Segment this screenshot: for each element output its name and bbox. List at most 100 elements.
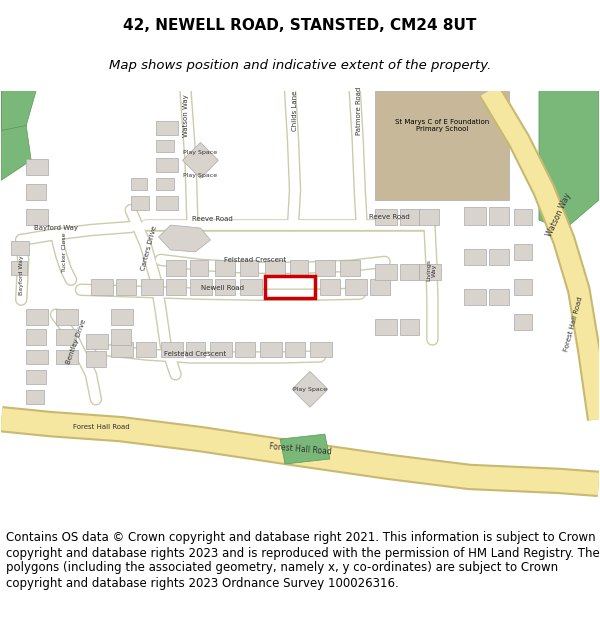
- Text: Watson Way: Watson Way: [545, 192, 573, 238]
- Polygon shape: [400, 209, 419, 225]
- Polygon shape: [400, 264, 419, 280]
- Text: Felstead Crescent: Felstead Crescent: [224, 257, 286, 263]
- Polygon shape: [514, 314, 532, 329]
- Polygon shape: [290, 260, 308, 276]
- Polygon shape: [26, 209, 48, 225]
- Polygon shape: [140, 279, 163, 295]
- Polygon shape: [190, 279, 212, 295]
- Bar: [265, 276, 315, 298]
- Text: Map shows position and indicative extent of the property.: Map shows position and indicative extent…: [109, 59, 491, 72]
- Polygon shape: [215, 260, 235, 276]
- Polygon shape: [91, 279, 113, 295]
- Polygon shape: [374, 319, 397, 334]
- Polygon shape: [155, 158, 178, 172]
- Text: Bentley Drive: Bentley Drive: [65, 318, 87, 365]
- Polygon shape: [185, 341, 205, 357]
- Polygon shape: [489, 249, 509, 265]
- Polygon shape: [111, 341, 133, 357]
- Polygon shape: [11, 241, 29, 255]
- Text: Forest Hall Road: Forest Hall Road: [563, 296, 584, 352]
- Polygon shape: [280, 434, 330, 464]
- Polygon shape: [26, 371, 46, 384]
- Polygon shape: [340, 260, 360, 276]
- Text: Livings
Way: Livings Way: [426, 259, 437, 281]
- Polygon shape: [265, 260, 285, 276]
- Text: Play Space: Play Space: [184, 150, 217, 155]
- Polygon shape: [464, 207, 486, 225]
- Polygon shape: [26, 390, 44, 404]
- Text: Contains OS data © Crown copyright and database right 2021. This information is : Contains OS data © Crown copyright and d…: [6, 531, 600, 589]
- Text: Patmore Road: Patmore Road: [356, 86, 362, 134]
- Polygon shape: [235, 341, 255, 357]
- Polygon shape: [374, 91, 509, 200]
- Polygon shape: [158, 225, 211, 252]
- Text: Play Space: Play Space: [184, 173, 217, 178]
- Polygon shape: [539, 91, 599, 230]
- Polygon shape: [155, 178, 173, 190]
- Polygon shape: [111, 329, 131, 344]
- Polygon shape: [166, 279, 185, 295]
- Polygon shape: [320, 279, 340, 295]
- Polygon shape: [182, 142, 218, 178]
- Polygon shape: [111, 309, 133, 324]
- Text: Forest Hall Road: Forest Hall Road: [268, 442, 332, 456]
- Text: Newell Road: Newell Road: [201, 285, 244, 291]
- Polygon shape: [26, 351, 48, 364]
- Polygon shape: [419, 209, 439, 225]
- Polygon shape: [26, 184, 46, 200]
- Polygon shape: [26, 329, 46, 344]
- Polygon shape: [260, 341, 282, 357]
- Text: Bayford Way: Bayford Way: [34, 225, 78, 231]
- Polygon shape: [285, 341, 305, 357]
- Text: Carters Drive: Carters Drive: [140, 225, 158, 271]
- Polygon shape: [400, 319, 419, 334]
- Text: 42, NEWELL ROAD, STANSTED, CM24 8UT: 42, NEWELL ROAD, STANSTED, CM24 8UT: [124, 18, 476, 33]
- Polygon shape: [419, 264, 442, 280]
- Polygon shape: [26, 159, 48, 175]
- Polygon shape: [56, 329, 76, 344]
- Polygon shape: [514, 279, 532, 295]
- Text: Watson Way: Watson Way: [184, 94, 190, 137]
- Polygon shape: [310, 341, 332, 357]
- Text: Childs Lane: Childs Lane: [292, 91, 298, 131]
- Text: Bayford Way: Bayford Way: [19, 255, 24, 295]
- Polygon shape: [211, 341, 232, 357]
- Polygon shape: [489, 289, 509, 304]
- Polygon shape: [514, 244, 532, 260]
- Text: Reeve Road: Reeve Road: [369, 214, 410, 220]
- Polygon shape: [155, 141, 173, 152]
- Polygon shape: [131, 178, 146, 190]
- Polygon shape: [292, 371, 328, 408]
- Text: Tucker Close: Tucker Close: [62, 232, 67, 272]
- Polygon shape: [464, 249, 486, 265]
- Text: Forest Hall Road: Forest Hall Road: [73, 424, 129, 430]
- Polygon shape: [131, 196, 149, 210]
- Polygon shape: [215, 279, 235, 295]
- Polygon shape: [26, 309, 48, 324]
- Polygon shape: [345, 279, 367, 295]
- Polygon shape: [514, 209, 532, 225]
- Polygon shape: [161, 341, 182, 357]
- Polygon shape: [315, 260, 335, 276]
- Polygon shape: [155, 121, 178, 136]
- Text: Felstead Crescent: Felstead Crescent: [164, 351, 227, 358]
- Text: Reeve Road: Reeve Road: [192, 216, 233, 222]
- Text: St Marys C of E Foundation
Primary School: St Marys C of E Foundation Primary Schoo…: [395, 119, 490, 132]
- Polygon shape: [136, 341, 155, 357]
- Polygon shape: [464, 289, 486, 304]
- Polygon shape: [240, 260, 258, 276]
- Text: Play Space: Play Space: [293, 387, 327, 392]
- Polygon shape: [370, 279, 389, 295]
- Polygon shape: [374, 264, 397, 280]
- Polygon shape: [489, 207, 509, 225]
- Polygon shape: [240, 279, 262, 295]
- Polygon shape: [116, 279, 136, 295]
- Polygon shape: [86, 334, 108, 349]
- Polygon shape: [155, 196, 178, 210]
- Polygon shape: [374, 209, 397, 225]
- Polygon shape: [190, 260, 208, 276]
- Polygon shape: [56, 351, 78, 364]
- Polygon shape: [86, 351, 106, 368]
- Polygon shape: [166, 260, 185, 276]
- Polygon shape: [56, 309, 78, 324]
